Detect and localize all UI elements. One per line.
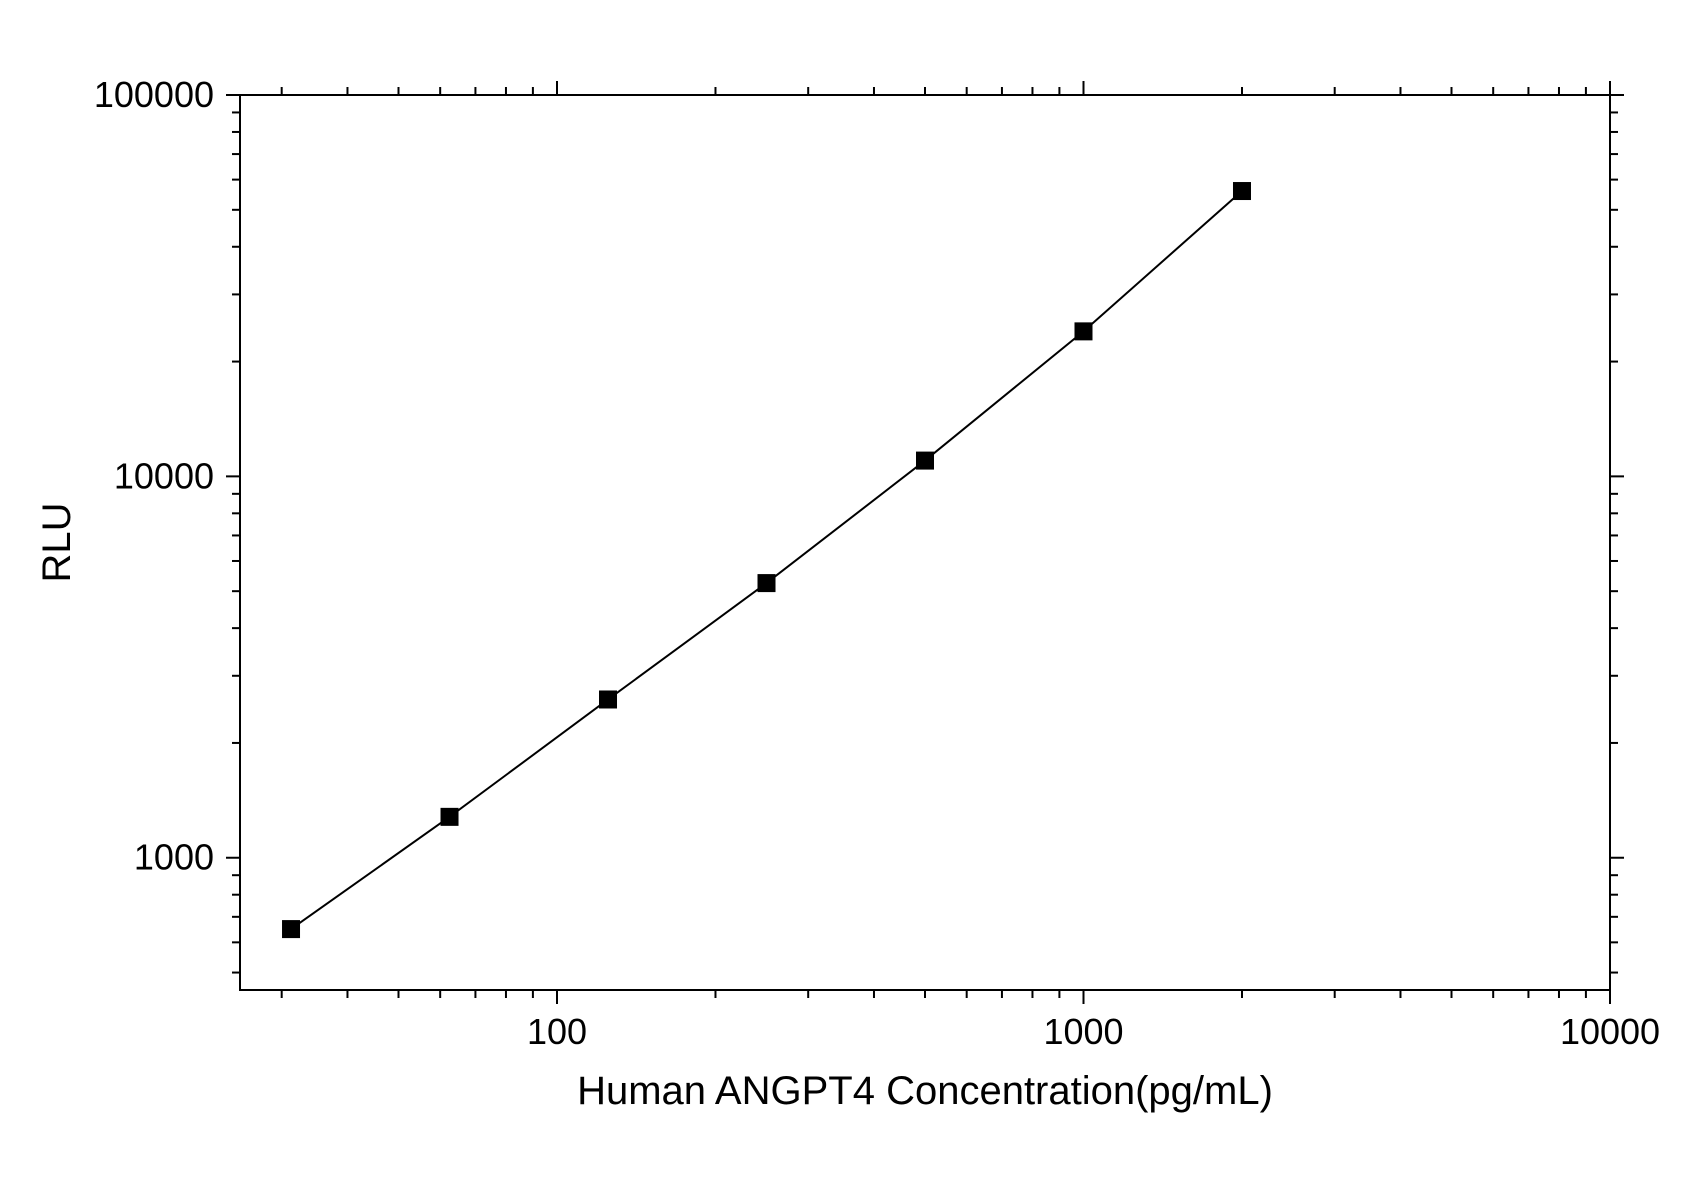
data-point	[1233, 182, 1251, 200]
data-point	[282, 920, 300, 938]
x-tick-label: 1000	[1043, 1011, 1123, 1052]
y-tick-label: 10000	[114, 455, 214, 496]
data-point	[758, 574, 776, 592]
y-tick-label: 1000	[134, 837, 214, 878]
data-point	[916, 452, 934, 470]
y-axis-title: RLU	[35, 502, 79, 582]
chart-background	[0, 0, 1695, 1189]
y-tick-label: 100000	[94, 74, 214, 115]
data-point	[441, 808, 459, 826]
x-tick-label: 100	[527, 1011, 587, 1052]
chart-svg: 100 1000 10000 1000 10000 100000 Human ANGPT4 …	[0, 0, 1695, 1189]
data-point	[599, 690, 617, 708]
data-point	[1074, 322, 1092, 340]
x-tick-label: 10000	[1560, 1011, 1660, 1052]
x-axis-title: Human ANGPT4 Concentration(pg/mL)	[577, 1069, 1273, 1113]
chart-container: 100 1000 10000 1000 10000 100000 Human ANGPT4 …	[0, 0, 1695, 1189]
